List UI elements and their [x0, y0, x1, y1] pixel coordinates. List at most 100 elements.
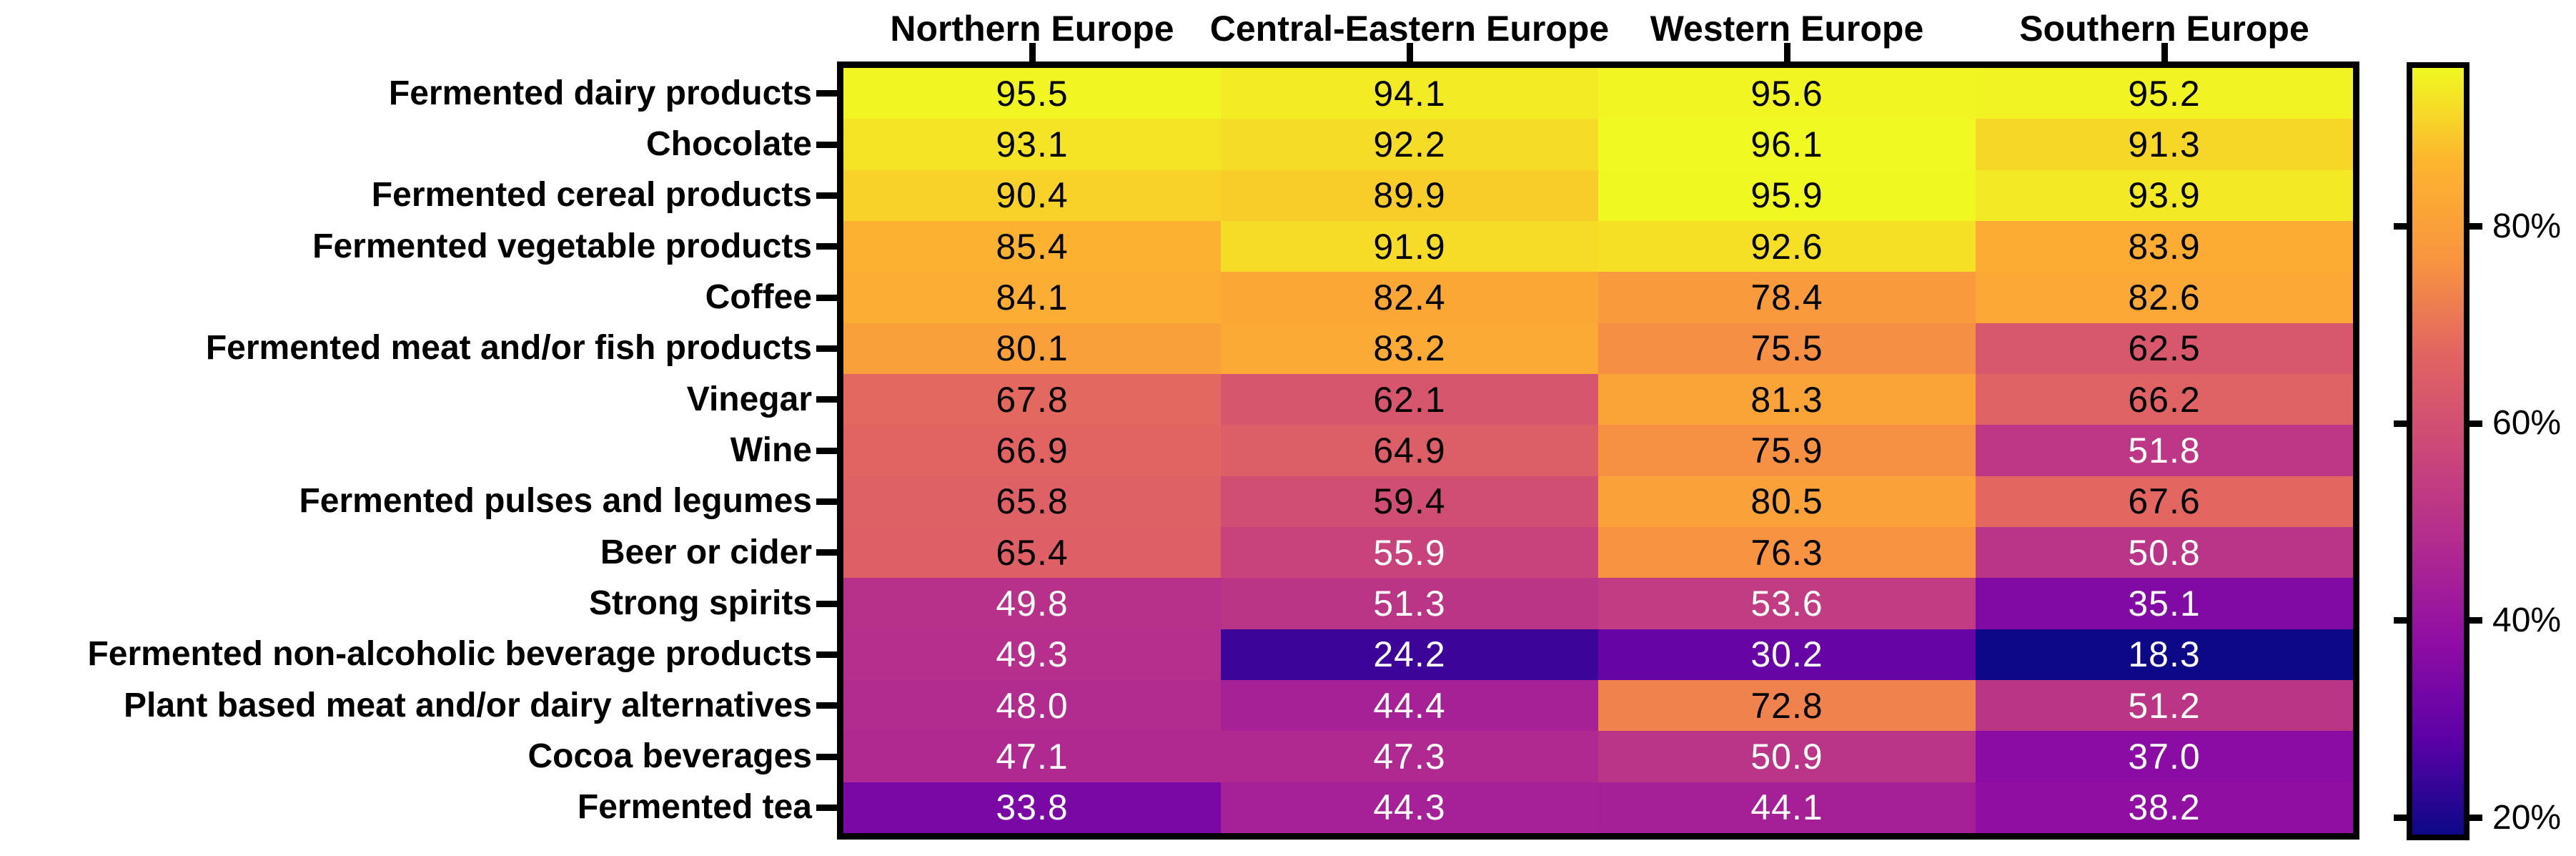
heatmap-cell: 47.3	[1221, 731, 1598, 782]
heatmap-cell: 82.6	[1976, 272, 2353, 323]
heatmap-cell: 81.3	[1598, 374, 1976, 425]
y-axis-tick	[816, 651, 838, 658]
heatmap-cell: 44.4	[1221, 680, 1598, 732]
heatmap-cell: 44.3	[1221, 782, 1598, 833]
heatmap-cell: 72.8	[1598, 680, 1976, 732]
y-axis-tick	[816, 702, 838, 709]
heatmap-cell: 66.2	[1976, 374, 2353, 425]
column-header: Central-Eastern Europe	[1209, 9, 1610, 49]
colorbar	[2407, 62, 2470, 840]
row-label: Fermented cereal products	[371, 176, 812, 215]
colorbar-tick-right	[2470, 223, 2482, 230]
x-axis-tick	[1406, 43, 1413, 62]
heatmap-plot-area: 95.5 94.1 95.6 95.2 93.1 92.2 96.1 91.3 90.4 89.9…	[837, 62, 2359, 840]
row-label: Fermented tea	[577, 788, 812, 827]
row-label: Vinegar	[686, 380, 812, 418]
heatmap-cell: 94.1	[1221, 68, 1598, 119]
x-axis-tick	[2161, 43, 2168, 62]
heatmap-cell: 67.6	[1976, 476, 2353, 527]
heatmap-cell: 89.9	[1221, 169, 1598, 221]
heatmap-cell: 78.4	[1598, 272, 1976, 323]
y-axis-tick	[816, 90, 838, 97]
heatmap-cell: 55.9	[1221, 527, 1598, 579]
y-axis-tick	[816, 396, 838, 403]
row-label: Coffee	[705, 278, 812, 316]
row-label: Fermented pulses and legumes	[299, 482, 812, 521]
heatmap-cell: 65.8	[843, 476, 1221, 527]
heatmap-cell: 83.2	[1221, 323, 1598, 374]
x-axis-tick	[1783, 43, 1790, 62]
heatmap-cell: 53.6	[1598, 578, 1976, 629]
heatmap-cell: 80.5	[1598, 476, 1976, 527]
heatmap-cell: 30.2	[1598, 629, 1976, 680]
y-axis-tick	[816, 753, 838, 760]
heatmap-cell: 33.8	[843, 782, 1221, 833]
heatmap-cell: 95.6	[1598, 68, 1976, 119]
row-label: Strong spirits	[588, 584, 812, 622]
heatmap-cell: 38.2	[1976, 782, 2353, 833]
y-axis-tick	[816, 600, 838, 607]
row-label: Chocolate	[645, 125, 812, 163]
heatmap-cell: 76.3	[1598, 527, 1976, 579]
heatmap-grid: 95.5 94.1 95.6 95.2 93.1 92.2 96.1 91.3 90.4 89.9…	[843, 68, 2353, 833]
heatmap-cell: 92.6	[1598, 221, 1976, 272]
heatmap-cell: 49.8	[843, 578, 1221, 629]
heatmap-cell: 90.4	[843, 169, 1221, 221]
heatmap-cell: 49.3	[843, 629, 1221, 680]
heatmap-cell: 93.9	[1976, 169, 2353, 221]
heatmap-cell: 82.4	[1221, 272, 1598, 323]
heatmap-cell: 80.1	[843, 323, 1221, 374]
heatmap-cell: 37.0	[1976, 731, 2353, 782]
row-label: Beer or cider	[600, 533, 812, 571]
heatmap-cell: 48.0	[843, 680, 1221, 732]
heatmap-cell: 91.3	[1976, 119, 2353, 170]
colorbar-tick-left	[2394, 420, 2407, 427]
colorbar-tick-label: 80%	[2492, 207, 2562, 245]
y-axis-tick	[816, 345, 838, 352]
heatmap-cell: 35.1	[1976, 578, 2353, 629]
heatmap-cell: 92.2	[1221, 119, 1598, 170]
colorbar-tick-label: 60%	[2492, 404, 2562, 443]
row-label: Fermented non-alcoholic beverage product…	[87, 635, 812, 674]
heatmap-cell: 95.5	[843, 68, 1221, 119]
row-label: Fermented dairy products	[388, 74, 812, 112]
y-axis-tick	[816, 294, 838, 301]
heatmap-cell: 95.9	[1598, 169, 1976, 221]
heatmap-cell: 64.9	[1221, 425, 1598, 476]
colorbar-tick-right	[2470, 815, 2482, 822]
x-axis-tick	[1029, 43, 1036, 62]
row-label: Plant based meat and/or dairy alternativ…	[123, 686, 812, 724]
heatmap-cell: 84.1	[843, 272, 1221, 323]
column-header: Southern Europe	[2019, 9, 2309, 49]
heatmap-cell: 95.2	[1976, 68, 2353, 119]
heatmap-cell: 51.8	[1976, 425, 2353, 476]
heatmap-cell: 62.5	[1976, 323, 2353, 374]
heatmap-cell: 85.4	[843, 221, 1221, 272]
heatmap-cell: 18.3	[1976, 629, 2353, 680]
y-axis-tick	[816, 192, 838, 199]
colorbar-tick-label: 40%	[2492, 601, 2562, 639]
colorbar-tick-left	[2394, 617, 2407, 624]
heatmap-cell: 51.2	[1976, 680, 2353, 732]
row-label: Wine	[730, 431, 812, 469]
heatmap-cell: 75.9	[1598, 425, 1976, 476]
colorbar-tick-label: 20%	[2492, 798, 2562, 837]
heatmap-cell: 50.9	[1598, 731, 1976, 782]
colorbar-tick-right	[2470, 420, 2482, 427]
y-axis-tick	[816, 141, 838, 148]
heatmap-cell: 62.1	[1221, 374, 1598, 425]
heatmap-cell: 83.9	[1976, 221, 2353, 272]
heatmap-cell: 96.1	[1598, 119, 1976, 170]
y-axis-tick	[816, 498, 838, 505]
heatmap-cell: 44.1	[1598, 782, 1976, 833]
colorbar-tick-right	[2470, 617, 2482, 624]
heatmap-cell: 75.5	[1598, 323, 1976, 374]
y-axis-tick	[816, 243, 838, 250]
row-label: Cocoa beverages	[527, 737, 812, 775]
heatmap-cell: 50.8	[1976, 527, 2353, 579]
colorbar-tick-left	[2394, 815, 2407, 822]
heatmap-cell: 93.1	[843, 119, 1221, 170]
heatmap-cell: 65.4	[843, 527, 1221, 579]
heatmap-cell: 66.9	[843, 425, 1221, 476]
